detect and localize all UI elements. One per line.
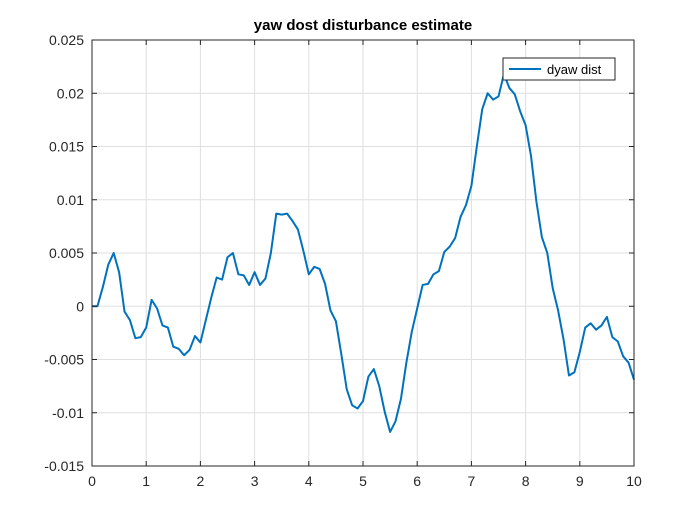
legend-box [502,57,616,81]
y-tick-label: 0.01 [57,192,84,208]
legend-label: dyaw dist [547,62,602,77]
x-tick-label: 7 [468,473,476,489]
y-tick-label: 0 [76,298,84,314]
x-tick-label: 8 [522,473,530,489]
y-tick-label: 0.025 [49,32,84,48]
series-layer [92,73,635,433]
x-tick-label: 6 [413,473,421,489]
y-tick-label: -0.015 [44,458,84,474]
legend: dyaw dist [502,57,616,81]
x-tick-label: 0 [88,473,96,489]
x-tick-label: 9 [576,473,584,489]
y-tick-label: -0.005 [44,352,84,368]
y-tick-labels: -0.015 -0.01 -0.005 0 0.005 0.01 0.015 0.02 0.02… [44,32,84,474]
x-tick-label: 1 [142,473,150,489]
series-line [92,73,635,433]
y-tick-label: -0.01 [52,405,84,421]
y-tick-label: 0.02 [57,85,84,101]
tick-marks [91,39,635,467]
x-tick-labels: 0 1 2 3 4 5 6 7 8 9 10 [88,473,642,489]
x-tick-label: 5 [359,473,367,489]
x-tick-label: 4 [305,473,313,489]
y-tick-label: 0.005 [49,245,84,261]
x-tick-label: 3 [251,473,259,489]
x-tick-label: 10 [626,473,642,489]
y-tick-label: 0.015 [49,139,84,155]
x-tick-label: 2 [197,473,205,489]
chart-title: yaw dost disturbance estimate [254,17,472,34]
